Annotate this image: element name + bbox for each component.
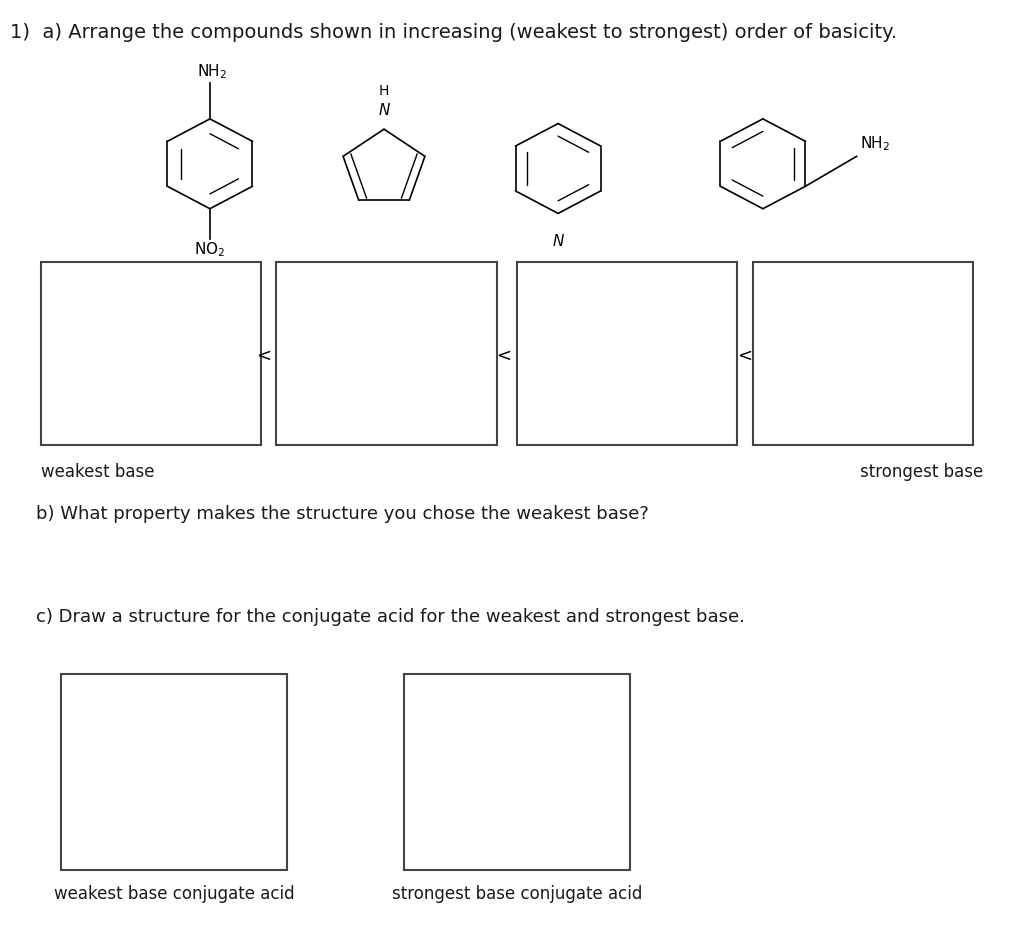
Bar [404,674,630,870]
Text: weakest base: weakest base [41,463,155,481]
Text: <: < [256,346,270,365]
Bar [753,262,973,445]
Text: N: N [378,103,390,118]
Text: <: < [497,346,511,365]
Text: c) Draw a structure for the conjugate acid for the weakest and strongest base.: c) Draw a structure for the conjugate ac… [36,608,744,626]
Bar [517,262,737,445]
Text: NO$_2$: NO$_2$ [195,241,225,259]
Text: NH$_2$: NH$_2$ [197,63,227,81]
Text: NH$_2$: NH$_2$ [860,134,890,153]
Text: b) What property makes the structure you chose the weakest base?: b) What property makes the structure you… [36,505,649,523]
Bar [41,262,261,445]
Text: <: < [737,346,752,365]
Text: strongest base conjugate acid: strongest base conjugate acid [392,885,642,902]
Bar [61,674,287,870]
Text: H: H [379,84,389,98]
Text: weakest base conjugate acid: weakest base conjugate acid [54,885,294,902]
Text: 1)  a) Arrange the compounds shown in increasing (weakest to strongest) order of: 1) a) Arrange the compounds shown in inc… [10,23,897,42]
Text: N: N [552,234,564,249]
Bar [276,262,497,445]
Text: strongest base: strongest base [860,463,983,481]
